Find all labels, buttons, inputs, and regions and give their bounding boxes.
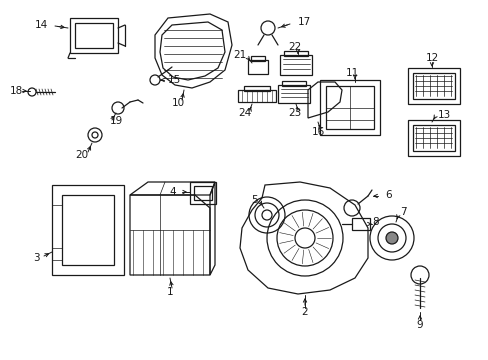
Text: 16: 16 — [311, 127, 324, 137]
Text: 21: 21 — [232, 50, 245, 60]
Bar — [280, 55, 311, 75]
Bar — [194, 186, 212, 200]
Bar — [284, 51, 307, 56]
Text: 15: 15 — [168, 75, 181, 85]
Bar — [250, 56, 264, 61]
Bar — [247, 60, 267, 74]
Text: 23: 23 — [288, 108, 301, 118]
Bar — [244, 86, 269, 91]
Bar — [190, 182, 216, 204]
Bar — [75, 23, 113, 48]
Text: 20: 20 — [75, 150, 88, 160]
Bar — [282, 81, 305, 86]
Text: 8: 8 — [371, 217, 378, 227]
Bar — [62, 195, 114, 265]
Text: 6: 6 — [384, 190, 391, 200]
Text: 19: 19 — [110, 116, 123, 126]
Text: 13: 13 — [437, 110, 450, 120]
Text: 4: 4 — [169, 187, 176, 197]
Bar — [70, 18, 118, 53]
Bar — [407, 120, 459, 156]
Circle shape — [385, 232, 397, 244]
Bar — [278, 85, 309, 103]
Text: 3: 3 — [33, 253, 40, 263]
Text: 5: 5 — [251, 195, 258, 205]
Bar — [52, 185, 124, 275]
Bar — [325, 86, 373, 129]
Text: 7: 7 — [399, 207, 406, 217]
Text: 22: 22 — [288, 42, 301, 52]
Text: 2: 2 — [301, 307, 307, 317]
Text: 24: 24 — [238, 108, 251, 118]
Text: 10: 10 — [171, 98, 184, 108]
Bar — [238, 90, 275, 102]
Text: 1: 1 — [166, 287, 173, 297]
Text: 18: 18 — [10, 86, 23, 96]
Text: 14: 14 — [35, 20, 48, 30]
Bar — [412, 125, 454, 151]
Text: 17: 17 — [297, 17, 311, 27]
Bar — [351, 218, 369, 230]
Bar — [319, 80, 379, 135]
Text: 12: 12 — [425, 53, 438, 63]
Bar — [407, 68, 459, 104]
Bar — [412, 73, 454, 99]
Text: 9: 9 — [416, 320, 423, 330]
Text: 11: 11 — [345, 68, 358, 78]
